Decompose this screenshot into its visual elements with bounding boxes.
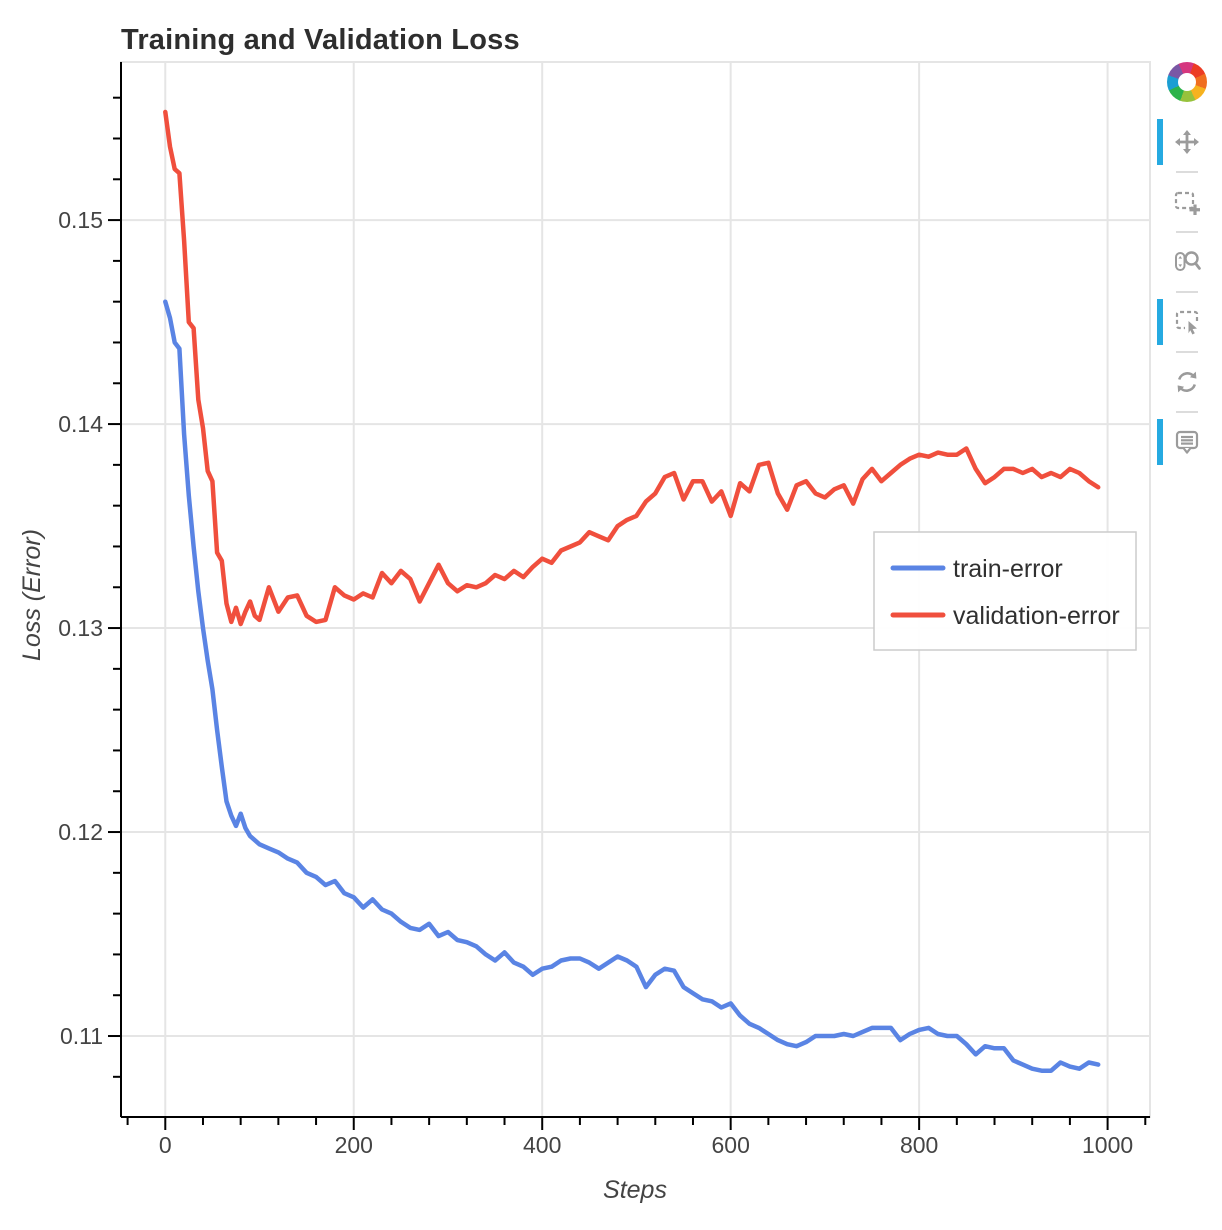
axes: 0 200 400 600 800 1000 0.11 0.12 0.13 0.14 0.15: [58, 62, 1150, 1158]
x-tick-label: 0: [159, 1132, 172, 1158]
toolbar-separator: [1176, 231, 1198, 233]
x-tick-label: 1000: [1082, 1132, 1133, 1158]
toolbar-separator: [1176, 171, 1198, 173]
x-tick-label: 800: [900, 1132, 938, 1158]
y-tick-label: 0.14: [58, 411, 103, 437]
toolbar-separator: [1176, 411, 1198, 413]
gridlines: [120, 61, 1151, 1118]
validation-error-line: [163, 109, 1101, 627]
box-select-icon: [1175, 310, 1199, 335]
y-tick-label: 0.13: [58, 615, 103, 641]
toolbar-separator: [1176, 291, 1198, 293]
legend-label-train-error: train-error: [953, 555, 1063, 583]
wheel-zoom-tool-button[interactable]: [1152, 234, 1222, 290]
box-zoom-tool-button[interactable]: [1152, 174, 1222, 230]
bokeh-logo[interactable]: [1167, 62, 1207, 102]
legend-box: [873, 531, 1137, 651]
box-select-tool-button[interactable]: [1152, 294, 1222, 350]
legend-label-validation-error: validation-error: [953, 602, 1120, 630]
reset-icon: [1177, 371, 1197, 393]
y-tick-label: 0.11: [60, 1023, 103, 1049]
y-tick-label: 0.15: [58, 207, 103, 233]
pan-tool-button[interactable]: [1152, 114, 1222, 170]
data-series: [163, 109, 1101, 1073]
y-tick-label: 0.12: [58, 819, 103, 845]
wheel-zoom-icon: [1175, 251, 1201, 271]
train-error-line: [163, 299, 1101, 1073]
x-axis-label: Steps: [603, 1176, 667, 1204]
x-tick-label: 200: [335, 1132, 373, 1158]
legend: train-error validation-error: [873, 531, 1137, 651]
chart-title: Training and Validation Loss: [121, 24, 520, 56]
toolbar-separator: [1176, 351, 1198, 353]
x-tick-label: 400: [523, 1132, 561, 1158]
hover-tool-button[interactable]: [1152, 414, 1222, 470]
hover-icon: [1175, 430, 1199, 454]
bokeh-toolbar: [1152, 62, 1222, 470]
pan-icon: [1175, 130, 1199, 154]
reset-tool-button[interactable]: [1152, 354, 1222, 410]
box-zoom-icon: [1174, 191, 1200, 215]
y-axis-label: Loss (Error): [18, 529, 46, 661]
x-tick-label: 600: [711, 1132, 749, 1158]
